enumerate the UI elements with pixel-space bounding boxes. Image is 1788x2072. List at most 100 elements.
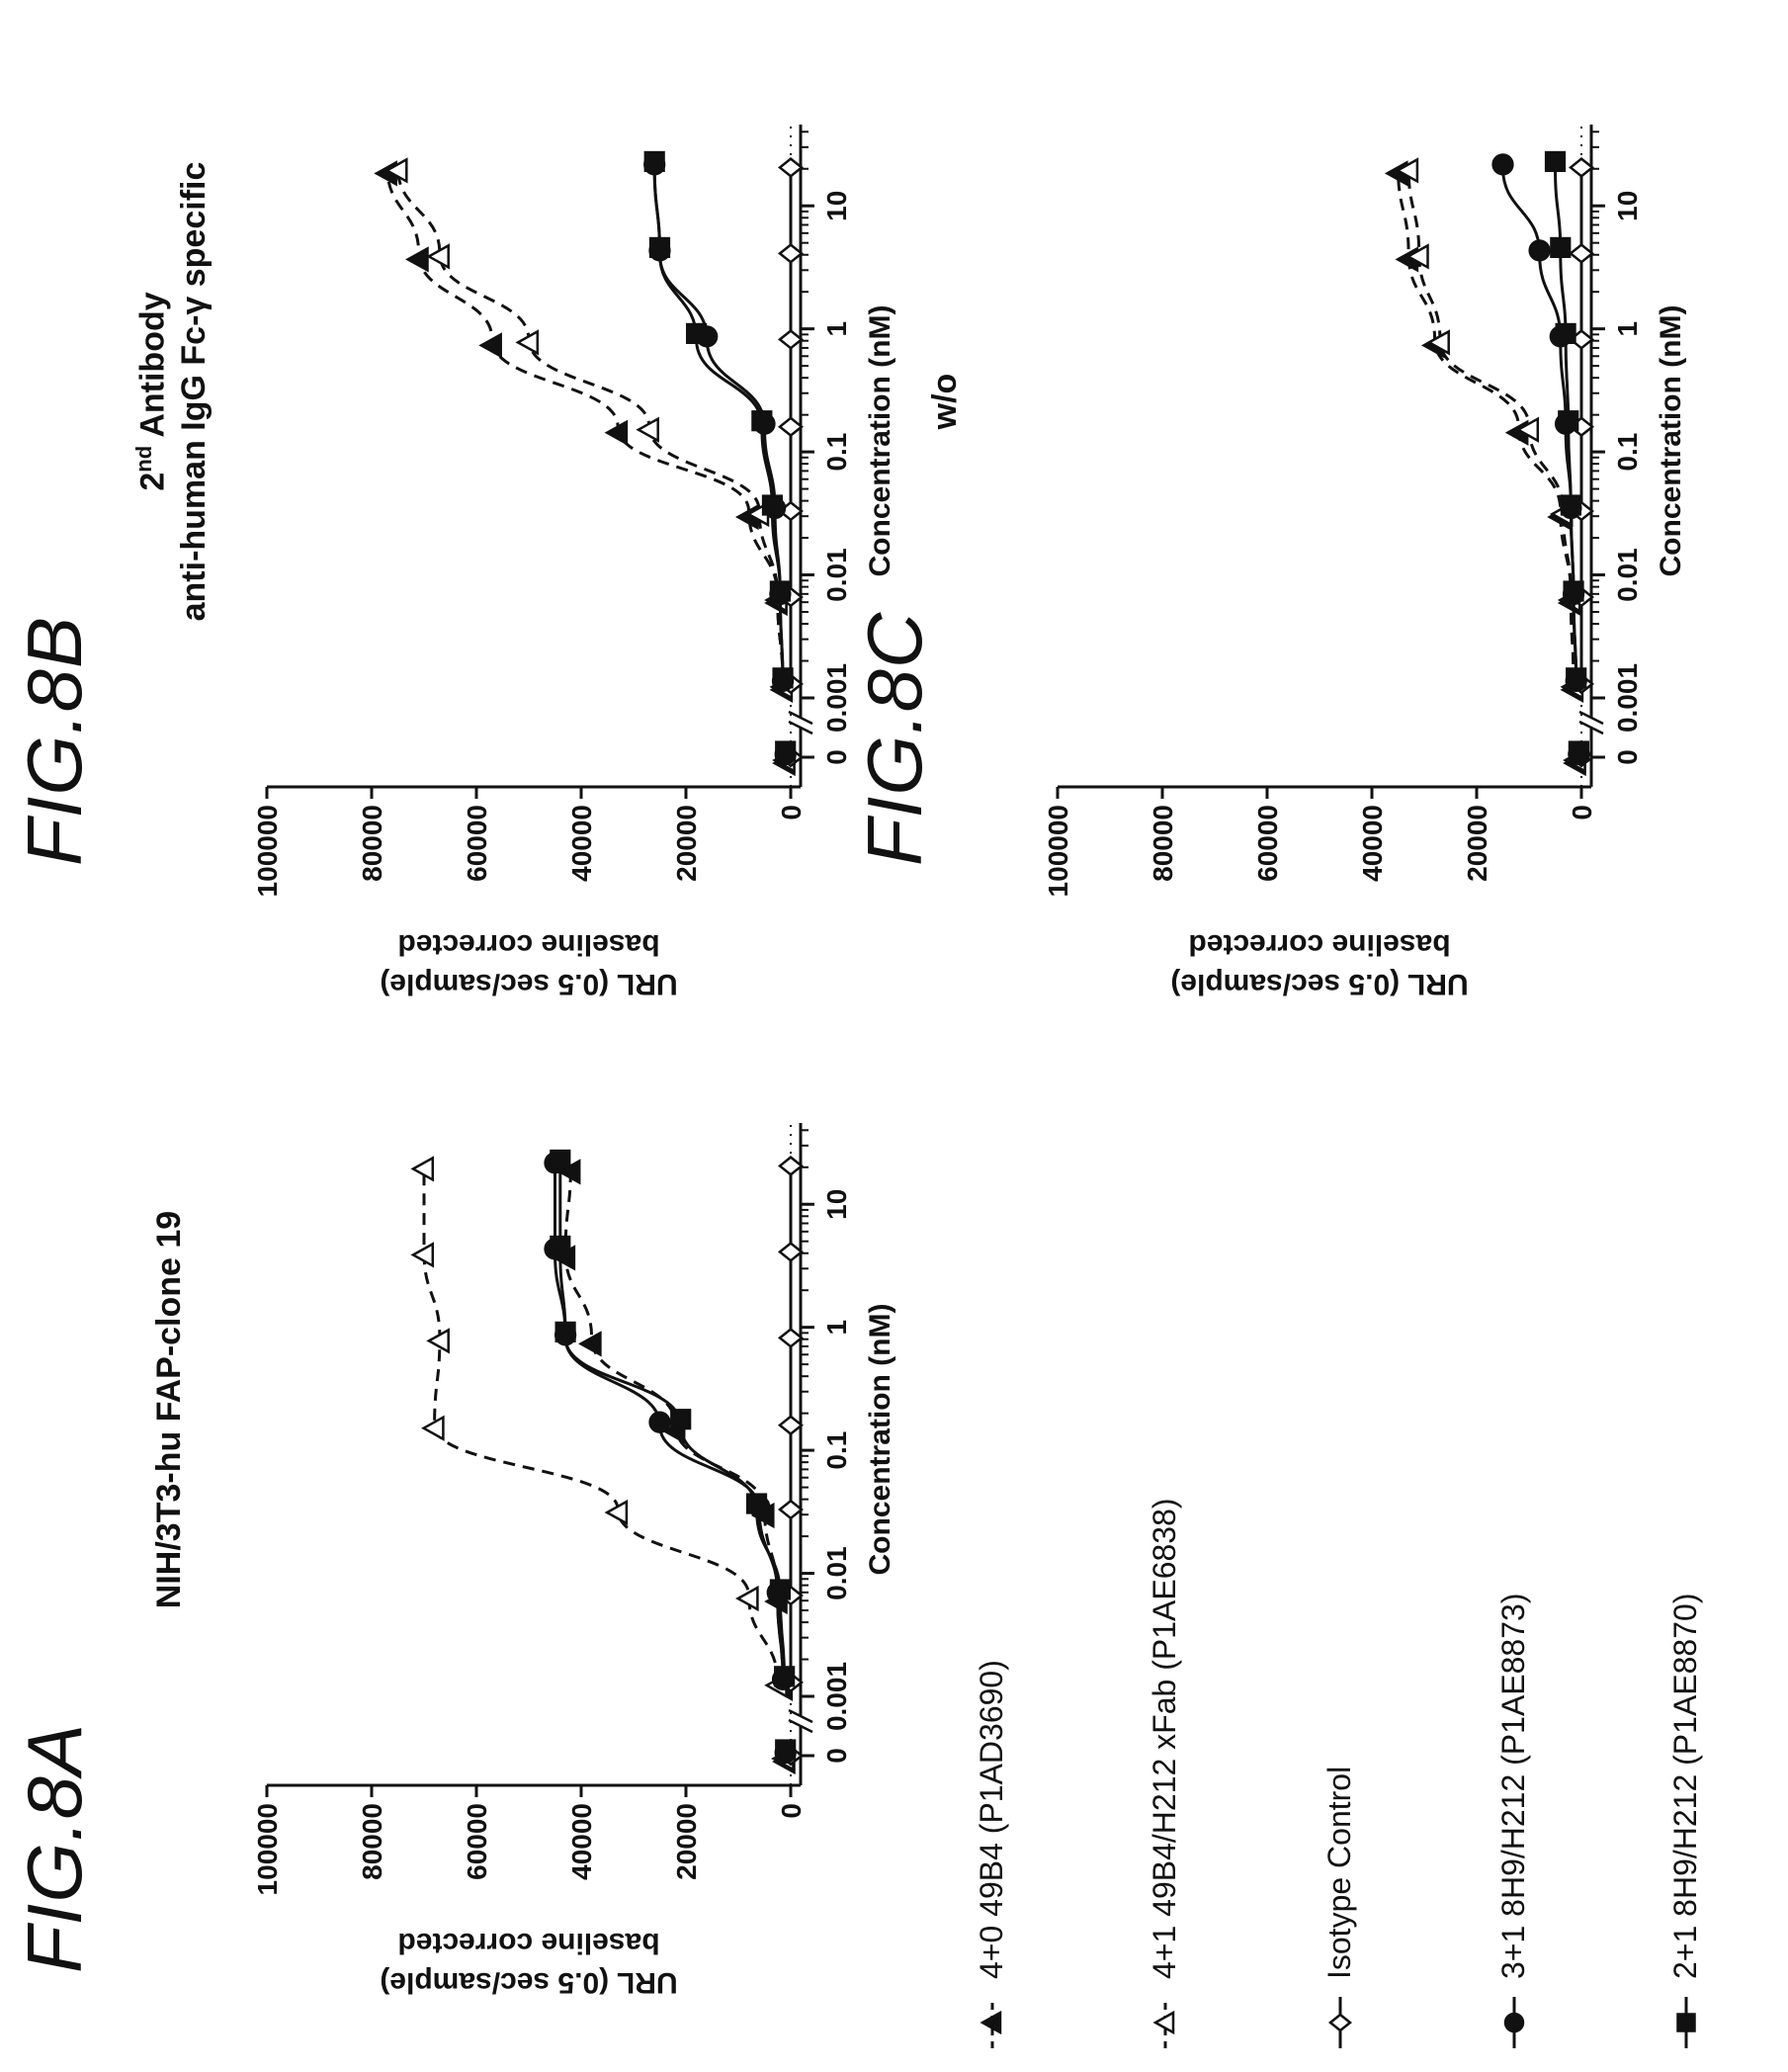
axis-break-mark	[788, 720, 813, 735]
data-point	[777, 157, 805, 178]
legend-marker	[1675, 1997, 1696, 2048]
legend-symbol	[1503, 2012, 1524, 2033]
data-point	[636, 416, 659, 443]
data-point	[1560, 494, 1581, 516]
data-point	[410, 1242, 435, 1268]
data-point	[1515, 416, 1540, 443]
y-tick-label: 80000	[357, 1803, 387, 1880]
data-point	[643, 150, 665, 173]
legend-item: 4+1 49B4/H212 xFab (P1AE6838)	[1147, 1498, 1183, 2052]
legend-symbol	[1151, 2010, 1174, 2035]
data-point	[1555, 322, 1576, 344]
legend-item: 3+1 8H9/H212 (P1AE8873)	[1495, 1594, 1532, 2052]
x-tick-label: 0.001	[821, 663, 852, 733]
fig-8b-title-rest: Antibody	[133, 292, 172, 446]
data-point	[777, 243, 805, 264]
data-point	[777, 1156, 805, 1176]
legend-item: Isotype Control	[1321, 1767, 1358, 2052]
y-tick-label: 80000	[357, 805, 387, 882]
data-point	[777, 1415, 805, 1436]
legend-item: 4+0 49B4 (P1AD3690)	[974, 1660, 1010, 2052]
data-point	[515, 329, 540, 356]
data-point	[554, 1321, 576, 1342]
data-point	[1426, 329, 1450, 356]
x-axis-label: Concentration (nM)	[864, 305, 896, 577]
y-tick-label: 60000	[1252, 805, 1283, 882]
data-point	[751, 410, 773, 432]
y-axis-label-line2: baseline corrected	[1188, 928, 1450, 961]
y-tick-label: 0	[776, 805, 807, 820]
data-point	[426, 243, 450, 270]
series-line	[385, 167, 785, 684]
legend-label: Isotype Control	[1321, 1766, 1357, 1979]
y-tick-label: 0	[1567, 805, 1597, 820]
data-point	[774, 1666, 796, 1687]
data-point	[769, 580, 791, 602]
legend-label: 4+1 49B4/H212 xFab (P1AE6838)	[1147, 1498, 1182, 1979]
y-tick-label: 100000	[252, 1803, 283, 1895]
legend-marker	[1151, 1997, 1174, 2048]
x-tick-label: 1	[1612, 321, 1643, 337]
x-axis-label: Concentration (nM)	[1655, 305, 1687, 577]
fig-8a-title: NIH/3T3-hu FAP-clone 19	[150, 1210, 188, 1609]
legend-marker	[979, 1997, 1001, 2048]
series-5	[1544, 150, 1589, 762]
y-tick-label: 0	[776, 1803, 807, 1819]
data-point	[670, 1409, 692, 1430]
y-tick-label: 100000	[252, 805, 283, 897]
fig-8b-title: 2nd Antibody anti-human IgG Fc-γ specifi…	[124, 75, 214, 708]
y-tick-label: 40000	[566, 805, 597, 882]
y-axis-label-line1: URL (0.5 sec/sample)	[380, 1966, 677, 1999]
fig-8c-chart: 0 20000 40000 60000 80000 100000 0 0.001 0.01 0.1…	[1043, 125, 1687, 1000]
series-line	[396, 167, 785, 684]
legend-marker	[1327, 1997, 1352, 2048]
x-tick-label: 0.01	[821, 1546, 852, 1600]
data-point	[777, 1327, 805, 1348]
data-point	[686, 322, 708, 344]
fig-8b-chart: 0 20000 40000 60000 80000 100000 0 0.001 0.01 0.1…	[252, 125, 896, 1000]
series-4	[544, 1152, 797, 1765]
x-tick-label: 0.001	[1612, 663, 1643, 733]
data-point	[1568, 243, 1595, 264]
x-tick-label: 0.01	[1612, 548, 1643, 602]
x-tick-label: 0.1	[821, 1431, 852, 1470]
data-point	[769, 1579, 791, 1600]
x-tick-label: 0	[1612, 749, 1643, 765]
axes: 0 20000 40000 60000 80000 100000 0 0.001 0.01 0.1…	[252, 125, 896, 1000]
y-tick-label: 20000	[671, 1803, 702, 1880]
data-point	[550, 1149, 571, 1171]
data-point	[1491, 153, 1514, 176]
axis-break-mark	[788, 1718, 813, 1734]
data-point	[405, 246, 429, 273]
series-1	[552, 1159, 796, 1775]
data-point	[775, 740, 797, 762]
data-point	[1563, 580, 1584, 602]
y-axis-label-line1: URL (0.5 sec/sample)	[1170, 968, 1468, 1000]
data-point	[777, 1499, 805, 1520]
data-point	[761, 494, 784, 516]
fig-8b-title-number: 2	[133, 472, 172, 491]
data-point	[1568, 157, 1595, 178]
data-point	[1558, 410, 1579, 432]
data-point	[550, 1235, 571, 1257]
data-point	[421, 1415, 445, 1441]
data-point	[1395, 157, 1419, 184]
legend-symbol	[979, 2010, 1001, 2035]
data-point	[1528, 239, 1551, 262]
legend-label: 4+0 49B4 (P1AD3690)	[974, 1660, 1009, 1979]
x-tick-label: 0.1	[1612, 433, 1643, 472]
data-point	[1568, 740, 1589, 762]
series-5	[550, 1149, 797, 1761]
x-tick-label: 10	[821, 191, 852, 221]
data-point	[775, 1739, 797, 1761]
x-tick-label: 0.1	[821, 433, 852, 472]
x-tick-label: 0.001	[821, 1662, 852, 1731]
series-2	[410, 1156, 795, 1772]
legend-symbol	[1675, 2013, 1696, 2032]
data-point	[772, 667, 794, 689]
data-point	[1550, 236, 1572, 259]
y-axis-label-line2: baseline corrected	[397, 1927, 659, 1959]
x-tick-label: 10	[821, 1189, 852, 1220]
y-tick-label: 40000	[566, 1803, 597, 1880]
axis-break-mark	[788, 710, 813, 726]
